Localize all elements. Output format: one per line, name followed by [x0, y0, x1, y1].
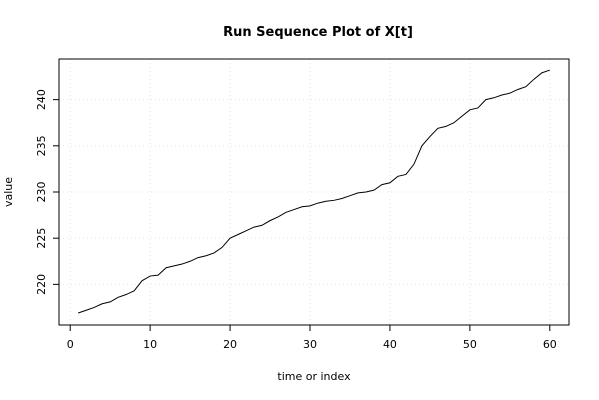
y-tick-label: 230	[35, 182, 48, 203]
x-tick-label: 40	[383, 338, 397, 351]
series-line	[78, 69, 550, 314]
x-tick-label: 60	[543, 338, 557, 351]
y-tick-label: 220	[35, 274, 48, 295]
y-axis: 220 225 230 235 240	[35, 89, 60, 295]
y-tick-label: 240	[35, 89, 48, 110]
x-tick-label: 0	[67, 338, 74, 351]
y-axis-label: value	[2, 177, 15, 207]
x-tick-label: 10	[143, 338, 157, 351]
x-axis-label: time or index	[277, 370, 351, 383]
x-tick-label: 30	[303, 338, 317, 351]
y-tick-label: 225	[35, 228, 48, 249]
x-tick-label: 20	[223, 338, 237, 351]
x-axis: 0 10 20 30 40 50 60	[67, 324, 557, 351]
x-tick-label: 50	[463, 338, 477, 351]
chart-title: Run Sequence Plot of X[t]	[223, 25, 413, 40]
y-tick-label: 235	[35, 135, 48, 156]
grid-lines	[59, 59, 569, 325]
